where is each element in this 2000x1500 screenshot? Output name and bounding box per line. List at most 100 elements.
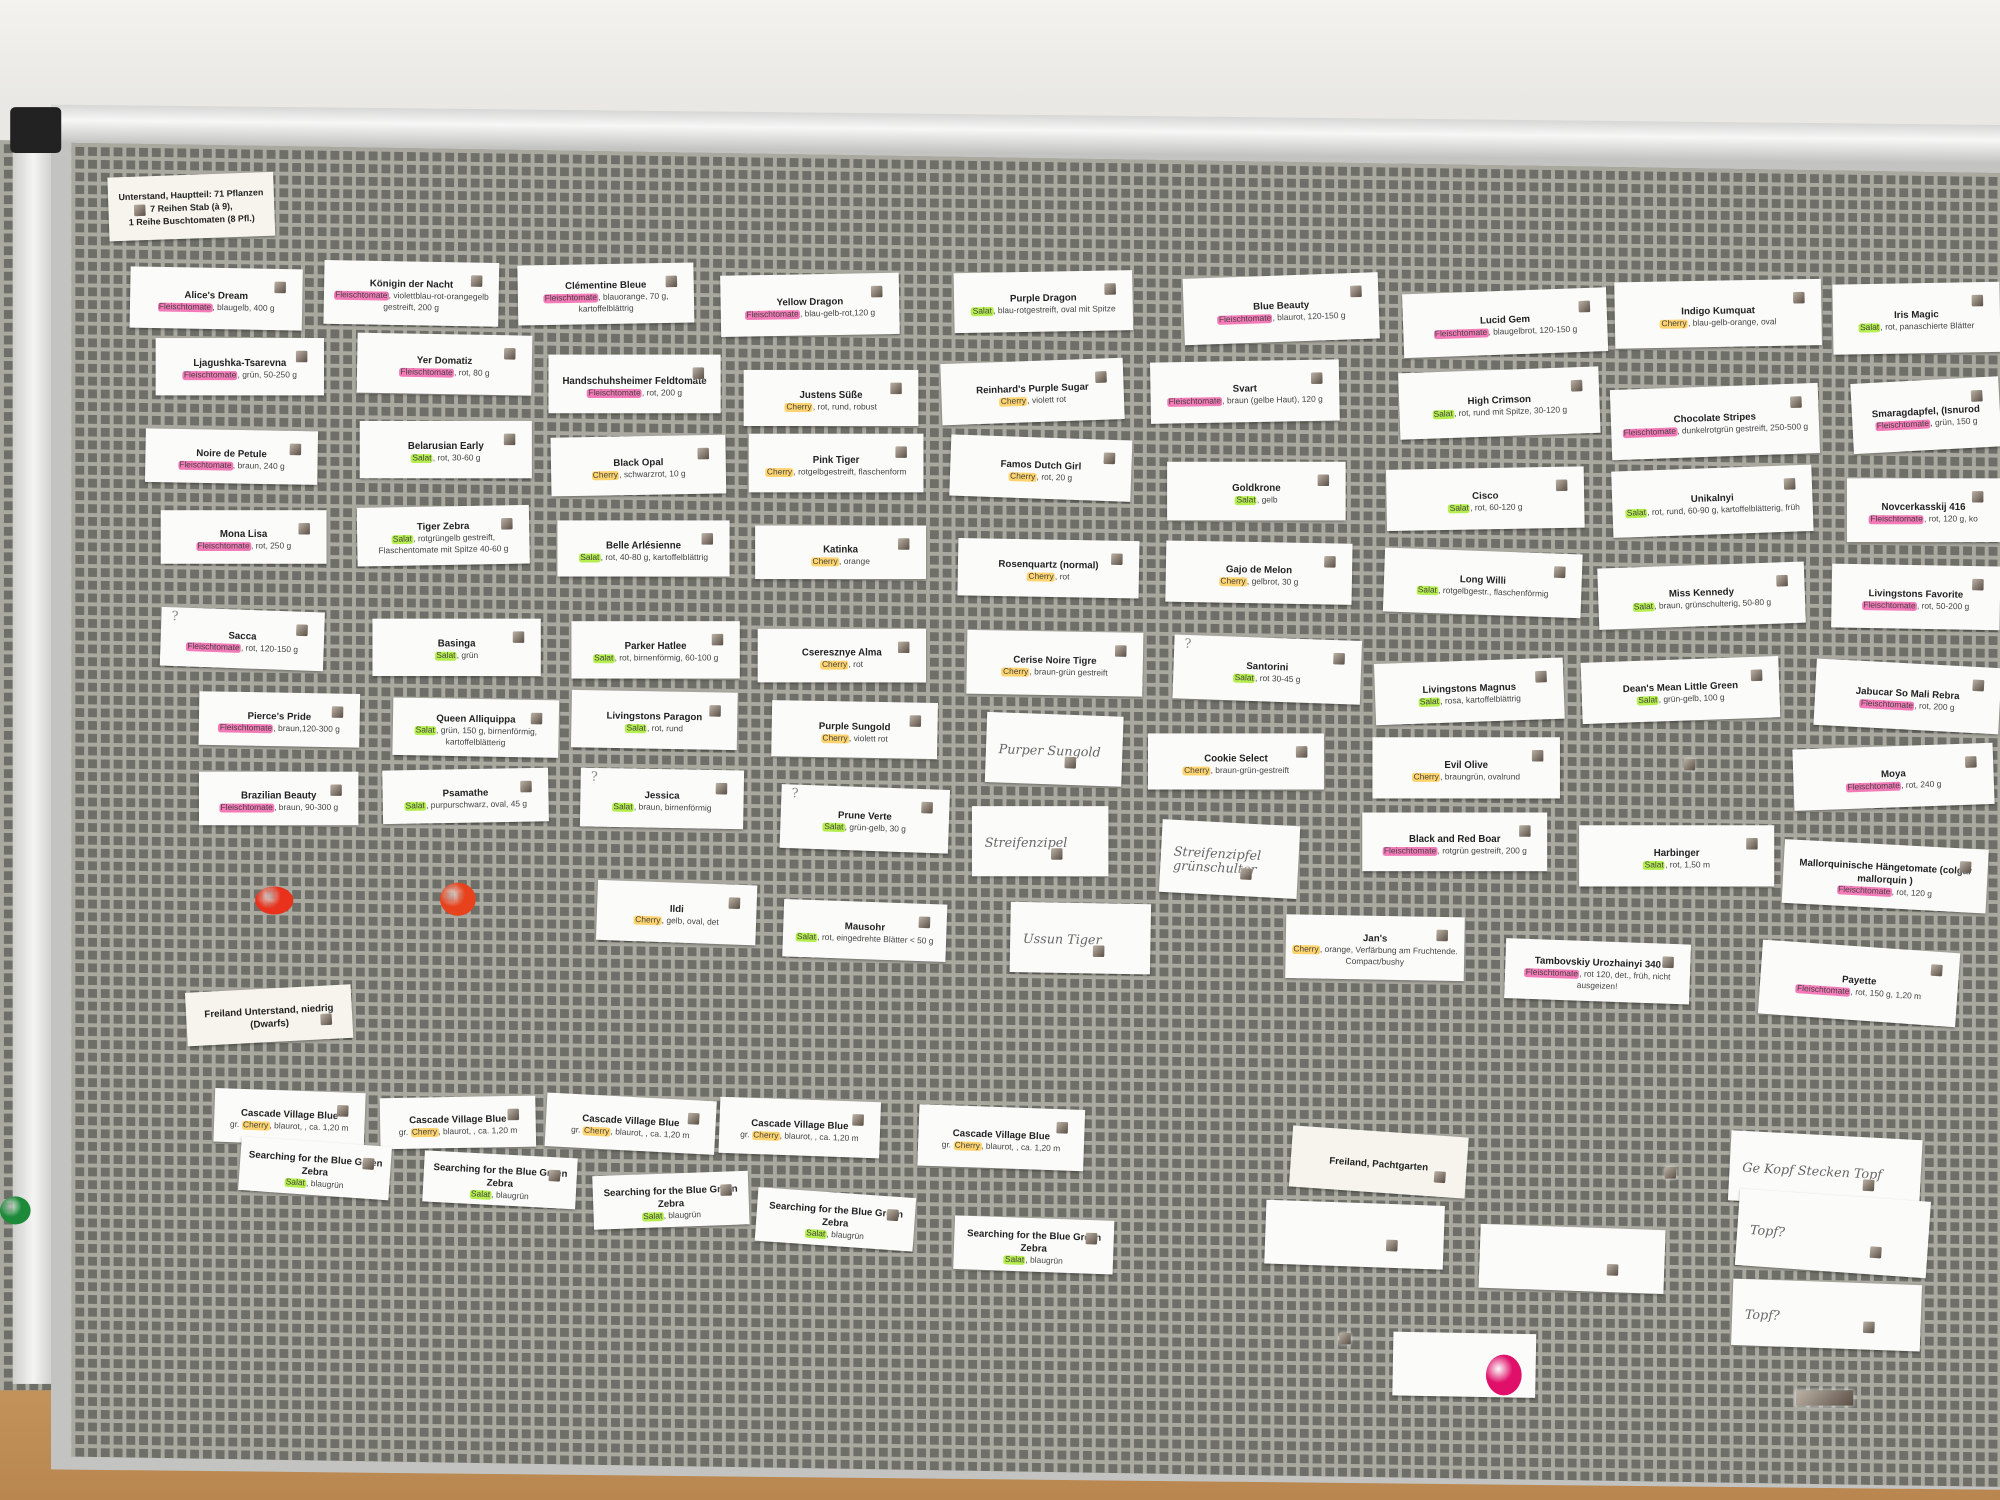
plant-card[interactable]: Indigo Kumquat Cherry, blau-gelb-orange, … (1614, 278, 1822, 349)
handwritten-card[interactable]: Streifenzipel (971, 806, 1109, 877)
plant-name: Mona Lisa (219, 527, 268, 539)
plant-card[interactable]: Searching for the Blue Green Zebra Salat,… (238, 1136, 392, 1201)
plant-card[interactable]: Cascade Village Blue gr. Cherry, blaurot,… (379, 1095, 537, 1150)
plant-card[interactable]: Cascade Village Blue gr. Cherry, blaurot,… (917, 1104, 1086, 1172)
handwritten-card[interactable]: Purper Sungold (984, 711, 1124, 787)
plant-card[interactable]: Searching for the Blue Green Zebra Salat,… (592, 1170, 750, 1230)
plant-card[interactable]: Belle Arlésienne Salat, rot, 40-80 g, kar… (557, 520, 730, 577)
plant-card[interactable]: Tambovskiy Urozhainyi 340 Fleischtomate, … (1504, 938, 1692, 1005)
plant-card[interactable]: Reinhard's Purple Sugar Cherry, violett r… (940, 357, 1125, 426)
plant-card[interactable]: Belarusian Early Salat, rot, 30-60 g (359, 420, 532, 479)
blank-card[interactable] (1264, 1199, 1445, 1270)
plant-card[interactable]: Königin der Nacht Fleischtomate, violettb… (323, 259, 500, 327)
plant-card[interactable]: Pink Tiger Cherry, rotgelbgestreift, flas… (748, 433, 924, 493)
plant-card[interactable]: ? Santorini Salat, rot 30-45 g (1172, 634, 1363, 705)
magnet-icon (918, 916, 931, 929)
blank-card[interactable] (1478, 1223, 1666, 1295)
plant-card[interactable]: Harbinger Salat, rot, 1,50 m (1579, 825, 1775, 887)
push-pin-icon[interactable] (0, 1196, 31, 1225)
plant-card[interactable]: Purple Sungold Cherry, violett rot (771, 700, 938, 760)
plant-card[interactable]: Justens Süße Cherry, rot, rund, robust (743, 369, 919, 427)
question-mark: ? (171, 609, 179, 625)
plant-card[interactable]: Cascade Village Blue gr. Cherry, blaurot,… (718, 1096, 882, 1159)
plant-card[interactable]: Noire de Petule Fleischtomate, braun, 240… (144, 428, 319, 485)
push-pin-icon[interactable] (255, 886, 294, 915)
plant-card[interactable]: Iris Magic Salat, rot, panaschierte Blätt… (1832, 281, 2000, 355)
plant-card[interactable]: Svart Fleischtomate, braun (gelbe Haut), … (1149, 359, 1340, 424)
plant-card[interactable]: Mona Lisa Fleischtomate, rot, 250 g (160, 510, 327, 564)
loose-magnet-icon[interactable] (1339, 1332, 1351, 1345)
plant-card[interactable]: Searching for the Blue Green Zebra Salat,… (754, 1187, 917, 1252)
plant-card[interactable]: Famos Dutch Girl Cherry, rot, 20 g (949, 434, 1133, 502)
plant-card[interactable]: Payette Fleischtomate, rot, 150 g, 1,20 m (1757, 939, 1961, 1028)
plant-card[interactable]: Searching for the Blue Green Zebra Salat,… (953, 1215, 1115, 1275)
plant-card[interactable]: Queen Alliquippa Salat, grün, 150 g, birn… (392, 697, 560, 758)
plant-card[interactable]: Ljagushka-Tsarevna Fleischtomate, grün, 5… (155, 338, 324, 396)
plant-card[interactable]: Alice's Dream Fleischtomate, blaugelb, 40… (129, 266, 303, 331)
plant-card[interactable]: Chocolate Stripes Fleischtomate, dunkelro… (1609, 382, 1821, 461)
plant-card[interactable]: Mallorquinische Hängetomate (colgar mall… (1781, 839, 1989, 914)
plant-card[interactable]: Gajo de Melon Cherry, gelbrot, 30 g (1165, 540, 1353, 605)
magnet-icon (470, 275, 483, 287)
plant-card[interactable]: Yer Domatiz Fleischtomate, rot, 80 g (356, 332, 533, 396)
plant-card[interactable]: Parker Hatlee Salat, rot, birnenförmig, 6… (571, 621, 740, 679)
plant-card[interactable]: Evil Olive Cherry, braungrün, ovalrund (1372, 737, 1560, 799)
plant-card[interactable]: Livingstons Paragon Salat, rot, rund (570, 689, 738, 751)
section-header-note[interactable]: Unterstand, Hauptteil: 71 Pflanzen 7 Reih… (107, 171, 276, 242)
plant-card[interactable]: Lucid Gem Fleischtomate, blaugelbrot, 120… (1402, 287, 1609, 359)
loose-magnet-icon[interactable] (1664, 1167, 1677, 1179)
plant-card[interactable]: Jabucar So Mali Rebra Fleischtomate, rot,… (1813, 658, 2000, 735)
plant-card[interactable]: Clémentine Bleue Fleischtomate, blauorang… (517, 262, 695, 326)
plant-card[interactable]: High Crimson Salat, rot, rund mit Spitze,… (1398, 366, 1601, 440)
plant-card[interactable]: Tiger Zebra Salat, rotgrüngelb gestreift,… (356, 504, 530, 567)
push-pin-icon[interactable] (440, 882, 476, 916)
plant-card[interactable]: ? Prune Verte Salat, grün-gelb, 30 g (779, 784, 951, 854)
plant-description: Cherry, orange (760, 555, 921, 566)
plant-card[interactable]: Novcerkasskij 416 Fleischtomate, rot, 120… (1846, 478, 2000, 543)
plant-card[interactable]: Unikalnyi Salat, rot, rund, 60-90 g, kart… (1611, 464, 1814, 538)
plant-card[interactable]: Brazilian Beauty Fleischtomate, braun, 90… (198, 771, 359, 826)
plant-card[interactable]: Mausohr Salat, rot, eingedrehte Blätter <… (782, 898, 948, 963)
plant-card[interactable]: Dean's Mean Little Green Salat, grün-gelb… (1580, 656, 1781, 725)
plant-card[interactable]: Blue Beauty Fleischtomate, blaurot, 120-1… (1182, 272, 1380, 346)
plant-card[interactable]: Ildi Cherry, gelb, oval, det (595, 879, 758, 946)
plant-card[interactable]: Basinga Salat, grün (372, 618, 541, 677)
plant-card[interactable]: Cookie Select Cherry, braun-grün-gestreif… (1147, 733, 1324, 790)
handwritten-card[interactable]: Topf? (1734, 1188, 1932, 1279)
plant-card[interactable]: Cascade Village Blue gr. Cherry, blaurot,… (213, 1087, 366, 1147)
loose-magnet-icon[interactable] (1683, 758, 1696, 771)
plant-card[interactable]: Yellow Dragon Fleischtomate, blau-gelb-ro… (720, 272, 900, 338)
handwritten-card[interactable]: Ussun Tiger (1009, 901, 1152, 975)
plant-card[interactable]: Black and Red Boar Fleischtomate, rotgrün… (1362, 812, 1548, 872)
plant-card[interactable]: Pierce's Pride Fleischtomate, braun,120-3… (198, 691, 361, 748)
plant-card[interactable]: Searching for the Blue Green Zebra Salat,… (422, 1150, 578, 1210)
magnet-icon (870, 285, 883, 298)
plant-card[interactable]: Cseresznye Alma Cherry, rot (757, 628, 927, 683)
plant-card[interactable]: Cisco Salat, rot, 60-120 g (1385, 466, 1585, 532)
plant-card[interactable]: Goldkrone Salat, gelb (1167, 461, 1346, 521)
plant-card[interactable]: ? Sacca Fleischtomate, rot, 120-150 g (159, 606, 325, 672)
plant-card[interactable]: Livingstons Favorite Fleischtomate, rot, … (1831, 563, 2000, 631)
section-note[interactable]: Freiland Unterstand, niedrig (Dwarfs) (184, 984, 354, 1047)
handwritten-card[interactable]: Streifenzipfel grünschulter (1158, 819, 1301, 899)
plant-card[interactable]: Handschuhsheimer Feldtomate Fleischtomate… (548, 354, 721, 414)
plant-card[interactable]: Livingstons Magnus Salat, rosa, kartoffel… (1373, 657, 1565, 726)
plant-card[interactable]: Moya Fleischtomate, rot, 240 g (1792, 742, 1995, 811)
plant-card[interactable]: Rosenquartz (normal) Cherry, rot (957, 537, 1140, 599)
plant-card[interactable]: Black Opal Cherry, schwarzrot, 10 g (550, 434, 727, 497)
section-note[interactable]: Freiland, Pachtgarten (1288, 1125, 1469, 1199)
plant-card[interactable]: Cerise Noire Tigre Cherry, braun-grün ges… (966, 629, 1144, 697)
plant-card[interactable]: Cascade Village Blue gr. Cherry, blaurot,… (544, 1092, 717, 1155)
magnet-strip-icon[interactable] (1795, 1390, 1854, 1406)
plant-card[interactable]: Jan's Cherry, orange, Verfärbung am Fruch… (1285, 914, 1465, 982)
plant-card[interactable]: Psamathe Salat, purpurschwarz, oval, 45 g (382, 767, 549, 825)
push-pin-icon[interactable] (1485, 1354, 1522, 1396)
plant-card[interactable]: Smaragdapfel, (Isnurod Fleischtomate, grü… (1850, 376, 2000, 455)
plant-card[interactable]: Purple Dragon Salat, blau-rotgestreift, o… (953, 270, 1134, 334)
magnet-icon (1433, 1170, 1446, 1184)
plant-card[interactable]: Miss Kennedy Salat, braun, grünschulterig… (1597, 561, 1806, 630)
plant-card[interactable]: ? Jessica Salat, braun, birnenförmig (579, 767, 745, 830)
handwritten-card[interactable]: Topf? (1731, 1278, 1923, 1352)
plant-card[interactable]: Katinka Cherry, orange (755, 525, 927, 580)
plant-card[interactable]: Long Willi Salat, rotgelbgestr., flaschen… (1382, 547, 1583, 619)
